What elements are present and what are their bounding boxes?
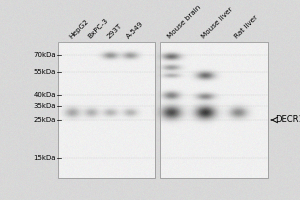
Text: BxPC-3: BxPC-3 xyxy=(87,17,109,40)
Text: 25kDa: 25kDa xyxy=(34,117,56,123)
Text: A-549: A-549 xyxy=(126,21,145,40)
Text: Rat liver: Rat liver xyxy=(234,14,259,40)
Text: 55kDa: 55kDa xyxy=(34,69,56,75)
Text: 293T: 293T xyxy=(106,23,123,40)
Bar xyxy=(160,42,268,178)
Text: 40kDa: 40kDa xyxy=(34,92,56,98)
Bar xyxy=(58,42,155,178)
Text: 70kDa: 70kDa xyxy=(33,52,56,58)
Text: 15kDa: 15kDa xyxy=(34,155,56,161)
Text: Mouse liver: Mouse liver xyxy=(201,6,234,40)
Text: DECR1: DECR1 xyxy=(275,116,300,124)
Text: 35kDa: 35kDa xyxy=(34,103,56,109)
Text: Mouse brain: Mouse brain xyxy=(167,4,202,40)
Text: HepG2: HepG2 xyxy=(68,18,90,40)
